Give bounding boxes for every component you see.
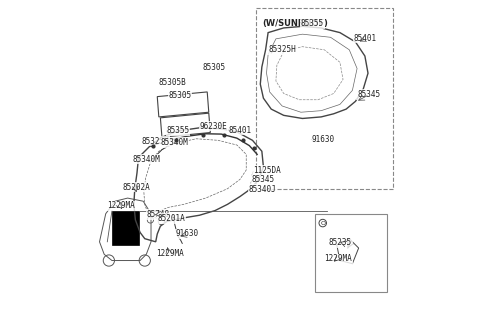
Text: 1229MA: 1229MA [108, 201, 135, 210]
Text: 1229MA: 1229MA [324, 255, 352, 263]
Text: 85340M: 85340M [132, 155, 160, 163]
Text: 85345: 85345 [357, 90, 380, 99]
Text: 85748: 85748 [146, 210, 169, 219]
Text: (W/SUNROOF): (W/SUNROOF) [262, 19, 328, 27]
Text: 91630: 91630 [311, 135, 334, 144]
Text: O: O [320, 220, 325, 226]
Text: 1125DA: 1125DA [253, 166, 281, 175]
Text: 85325H: 85325H [268, 45, 296, 54]
Text: 85401: 85401 [354, 34, 377, 43]
Text: 85355: 85355 [167, 126, 190, 135]
Text: 85201A: 85201A [157, 214, 185, 223]
Text: 85305: 85305 [203, 63, 226, 72]
Text: 1229MA: 1229MA [156, 249, 184, 258]
Text: 85340J: 85340J [249, 185, 276, 194]
Text: 85345: 85345 [252, 175, 275, 185]
Text: 85340M: 85340M [160, 138, 188, 147]
Text: 85202A: 85202A [123, 183, 151, 192]
Text: 85325H: 85325H [142, 137, 169, 146]
Text: 96230E: 96230E [199, 122, 227, 131]
Text: 85235: 85235 [329, 238, 352, 247]
Text: 85401: 85401 [228, 125, 251, 135]
Text: 85305: 85305 [168, 90, 192, 100]
Text: 85355: 85355 [301, 19, 324, 28]
Polygon shape [112, 211, 139, 245]
Text: 85305B: 85305B [159, 78, 187, 87]
Text: 91630: 91630 [176, 230, 199, 238]
